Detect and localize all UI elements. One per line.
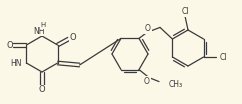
Text: H: H: [40, 22, 46, 28]
Text: Cl: Cl: [220, 53, 227, 61]
Text: O: O: [39, 85, 45, 95]
Text: NH: NH: [33, 27, 45, 35]
Text: Cl: Cl: [181, 7, 189, 17]
Text: O: O: [145, 24, 151, 33]
Text: O: O: [69, 32, 76, 41]
Text: O: O: [144, 77, 150, 86]
Text: CH₃: CH₃: [169, 80, 183, 89]
Text: HN: HN: [10, 59, 21, 69]
Text: O: O: [6, 40, 13, 50]
